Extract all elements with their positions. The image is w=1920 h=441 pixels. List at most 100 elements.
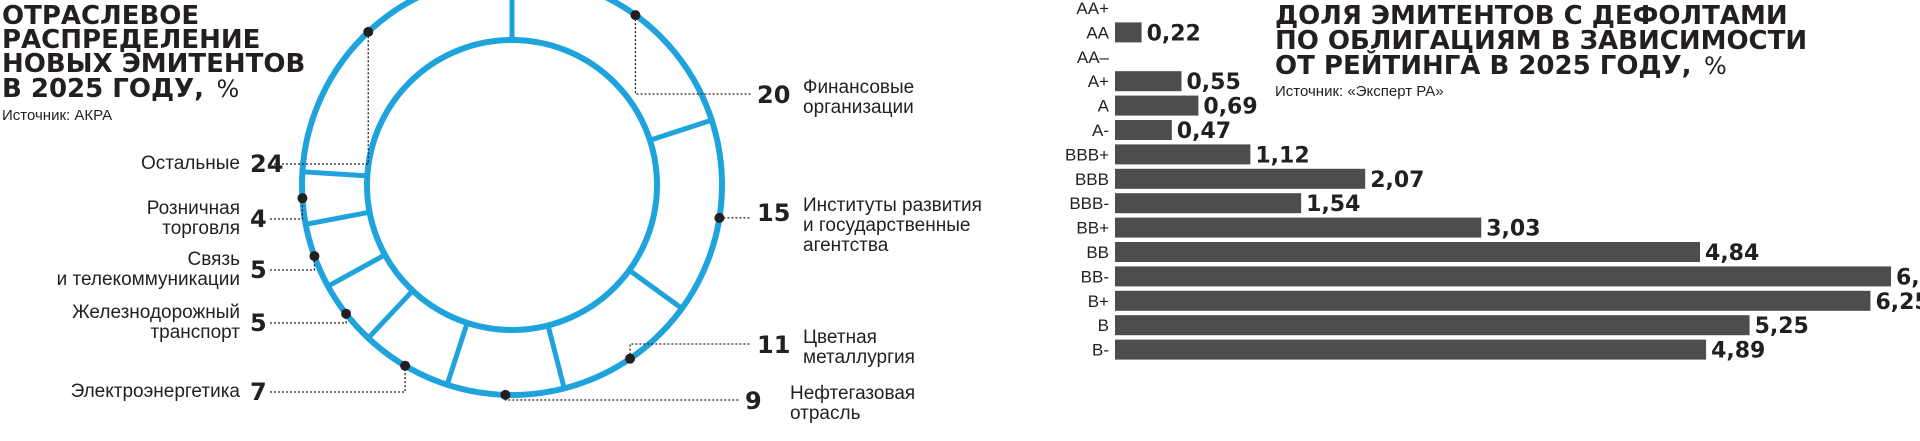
donut-slice-value: 24	[250, 150, 283, 178]
bar-row-8: BBB- 1,54	[1069, 192, 1360, 217]
bar-category-label: BBB	[1075, 170, 1109, 189]
donut-slice-label: Связь	[187, 249, 240, 270]
donut-slice-label: транспорт	[150, 322, 240, 343]
bar-category-label: BB-	[1081, 267, 1109, 286]
donut-slice-separator	[305, 209, 371, 227]
bar-category-label: A-	[1092, 121, 1109, 140]
donut-slice-value: 5	[250, 309, 267, 337]
bar	[1115, 120, 1172, 140]
bar-row-14: B- 4,89	[1092, 339, 1765, 364]
donut-title-line-2: РАСПРЕДЕЛЕНИЕ	[2, 25, 260, 55]
bar-value-label: 2,07	[1370, 168, 1424, 193]
bar-value-label: 0,22	[1147, 21, 1201, 46]
donut-slice-label: Электроэнергетика	[71, 381, 241, 402]
donut-slice-label: отрасль	[790, 403, 861, 424]
donut-slice-separator	[302, 169, 368, 179]
donut-leader-line	[270, 31, 369, 165]
bar-chart-title: ДОЛЯ ЭМИТЕНТОВ С ДЕФОЛТАМИ ПО ОБЛИГАЦИЯМ…	[1275, 1, 1807, 100]
donut-slice-separator	[627, 268, 684, 311]
bar-value-label: 0,55	[1186, 70, 1240, 95]
bar	[1115, 95, 1199, 116]
donut-slice-label: организации	[803, 97, 914, 118]
bar	[1115, 315, 1750, 336]
donut-slice-label: Цветная	[803, 327, 877, 348]
bar-category-label: B	[1098, 316, 1109, 335]
donut-slice-label: Институты развития	[803, 195, 982, 216]
donut-slice-label: металлургия	[803, 347, 915, 368]
bar-title-line-3: ОТ РЕЙТИНГА В 2025 ГОДУ,	[1275, 49, 1692, 81]
bar-category-label: BB+	[1076, 219, 1109, 238]
bar-category-label: AA–	[1077, 48, 1110, 67]
donut-leader-line	[504, 394, 739, 401]
donut-slice-label: агентства	[803, 235, 889, 256]
donut-title-unit: %	[217, 75, 240, 103]
bar-row-5: A- 0,47	[1092, 119, 1231, 144]
donut-slice-label: Розничная	[147, 198, 240, 219]
donut-slice-value: 7	[250, 378, 267, 406]
bar-category-label: B-	[1092, 341, 1109, 360]
bar	[1115, 144, 1251, 165]
bar-row-2: AA–	[1077, 48, 1110, 67]
bar-category-label: BBB-	[1069, 194, 1109, 213]
donut-slice-label: торговля	[162, 218, 240, 239]
bar-row-9: BB+ 3,03	[1076, 217, 1540, 242]
bar	[1115, 339, 1707, 360]
donut-leader-line	[270, 256, 316, 271]
bar-category-label: A+	[1088, 72, 1109, 91]
donut-slice-8: 24 Остальные	[141, 26, 374, 178]
bar-value-label: 0,69	[1203, 95, 1257, 120]
bar-value-label: 6,25	[1875, 290, 1920, 315]
bar	[1115, 168, 1366, 189]
bar-row-7: BBB 2,07	[1075, 168, 1425, 193]
bar-row-3: A+ 0,55	[1088, 70, 1241, 95]
bar	[1115, 266, 1891, 287]
donut-leader-line	[270, 313, 347, 324]
donut-slice-marker	[309, 251, 320, 262]
bar-category-label: A	[1098, 97, 1110, 116]
bar-category-label: AA+	[1076, 0, 1109, 18]
bar-category-label: AA	[1086, 23, 1109, 42]
donut-slice-marker	[363, 26, 374, 37]
donut-slice-value: 9	[745, 387, 762, 415]
donut-slice-separator	[649, 117, 713, 143]
donut-leader-line	[629, 343, 751, 359]
bar-value-label: 1,12	[1255, 143, 1309, 168]
bar-category-label: BBB+	[1065, 145, 1109, 164]
donut-outer-ring	[299, 0, 725, 398]
bar-title-line-1: ДОЛЯ ЭМИТЕНТОВ С ДЕФОЛТАМИ	[1275, 1, 1788, 31]
bar	[1115, 217, 1482, 238]
donut-slice-separator	[326, 252, 387, 289]
bar-value-label: 5,25	[1755, 314, 1809, 339]
donut-slice-separator	[545, 324, 567, 390]
donut-title-line-4-wrap: В 2025 ГОДУ, %	[2, 74, 239, 104]
donut-source: Источник: АКРА	[2, 107, 112, 124]
bar-category-label: BB	[1086, 243, 1109, 262]
donut-slice-marker	[630, 10, 641, 21]
donut-slice-value: 15	[757, 199, 790, 227]
bar-title-line-3-wrap: ОТ РЕЙТИНГА В 2025 ГОДУ, %	[1275, 49, 1727, 81]
donut-chart-title: ОТРАСЛЕВОЕ РАСПРЕДЕЛЕНИЕ НОВЫХ ЭМИТЕНТОВ…	[2, 1, 305, 124]
donut-slice-label: Остальные	[141, 153, 240, 174]
bar-category-label: B+	[1088, 292, 1109, 311]
bar-row-12: B+ 6,25	[1088, 290, 1920, 315]
bar-row-0: AA+	[1076, 0, 1109, 18]
donut-slice-label: Нефтегазовая	[790, 383, 915, 404]
bar-row-13: B 5,25	[1098, 314, 1809, 339]
donut-inner-ring	[364, 37, 660, 333]
bar	[1115, 71, 1182, 92]
donut-slice-value: 20	[757, 81, 790, 109]
donut-slice-separator	[366, 288, 415, 340]
bar-row-6: BBB+ 1,12	[1065, 143, 1310, 168]
donut-slice-label: и государственные	[803, 215, 970, 236]
donut-slice-value: 4	[250, 205, 267, 233]
bar	[1115, 242, 1701, 262]
donut-leader-line	[270, 198, 304, 220]
bar-row-4: A 0,69	[1098, 95, 1258, 120]
bar-value-label: 4,89	[1711, 339, 1765, 364]
